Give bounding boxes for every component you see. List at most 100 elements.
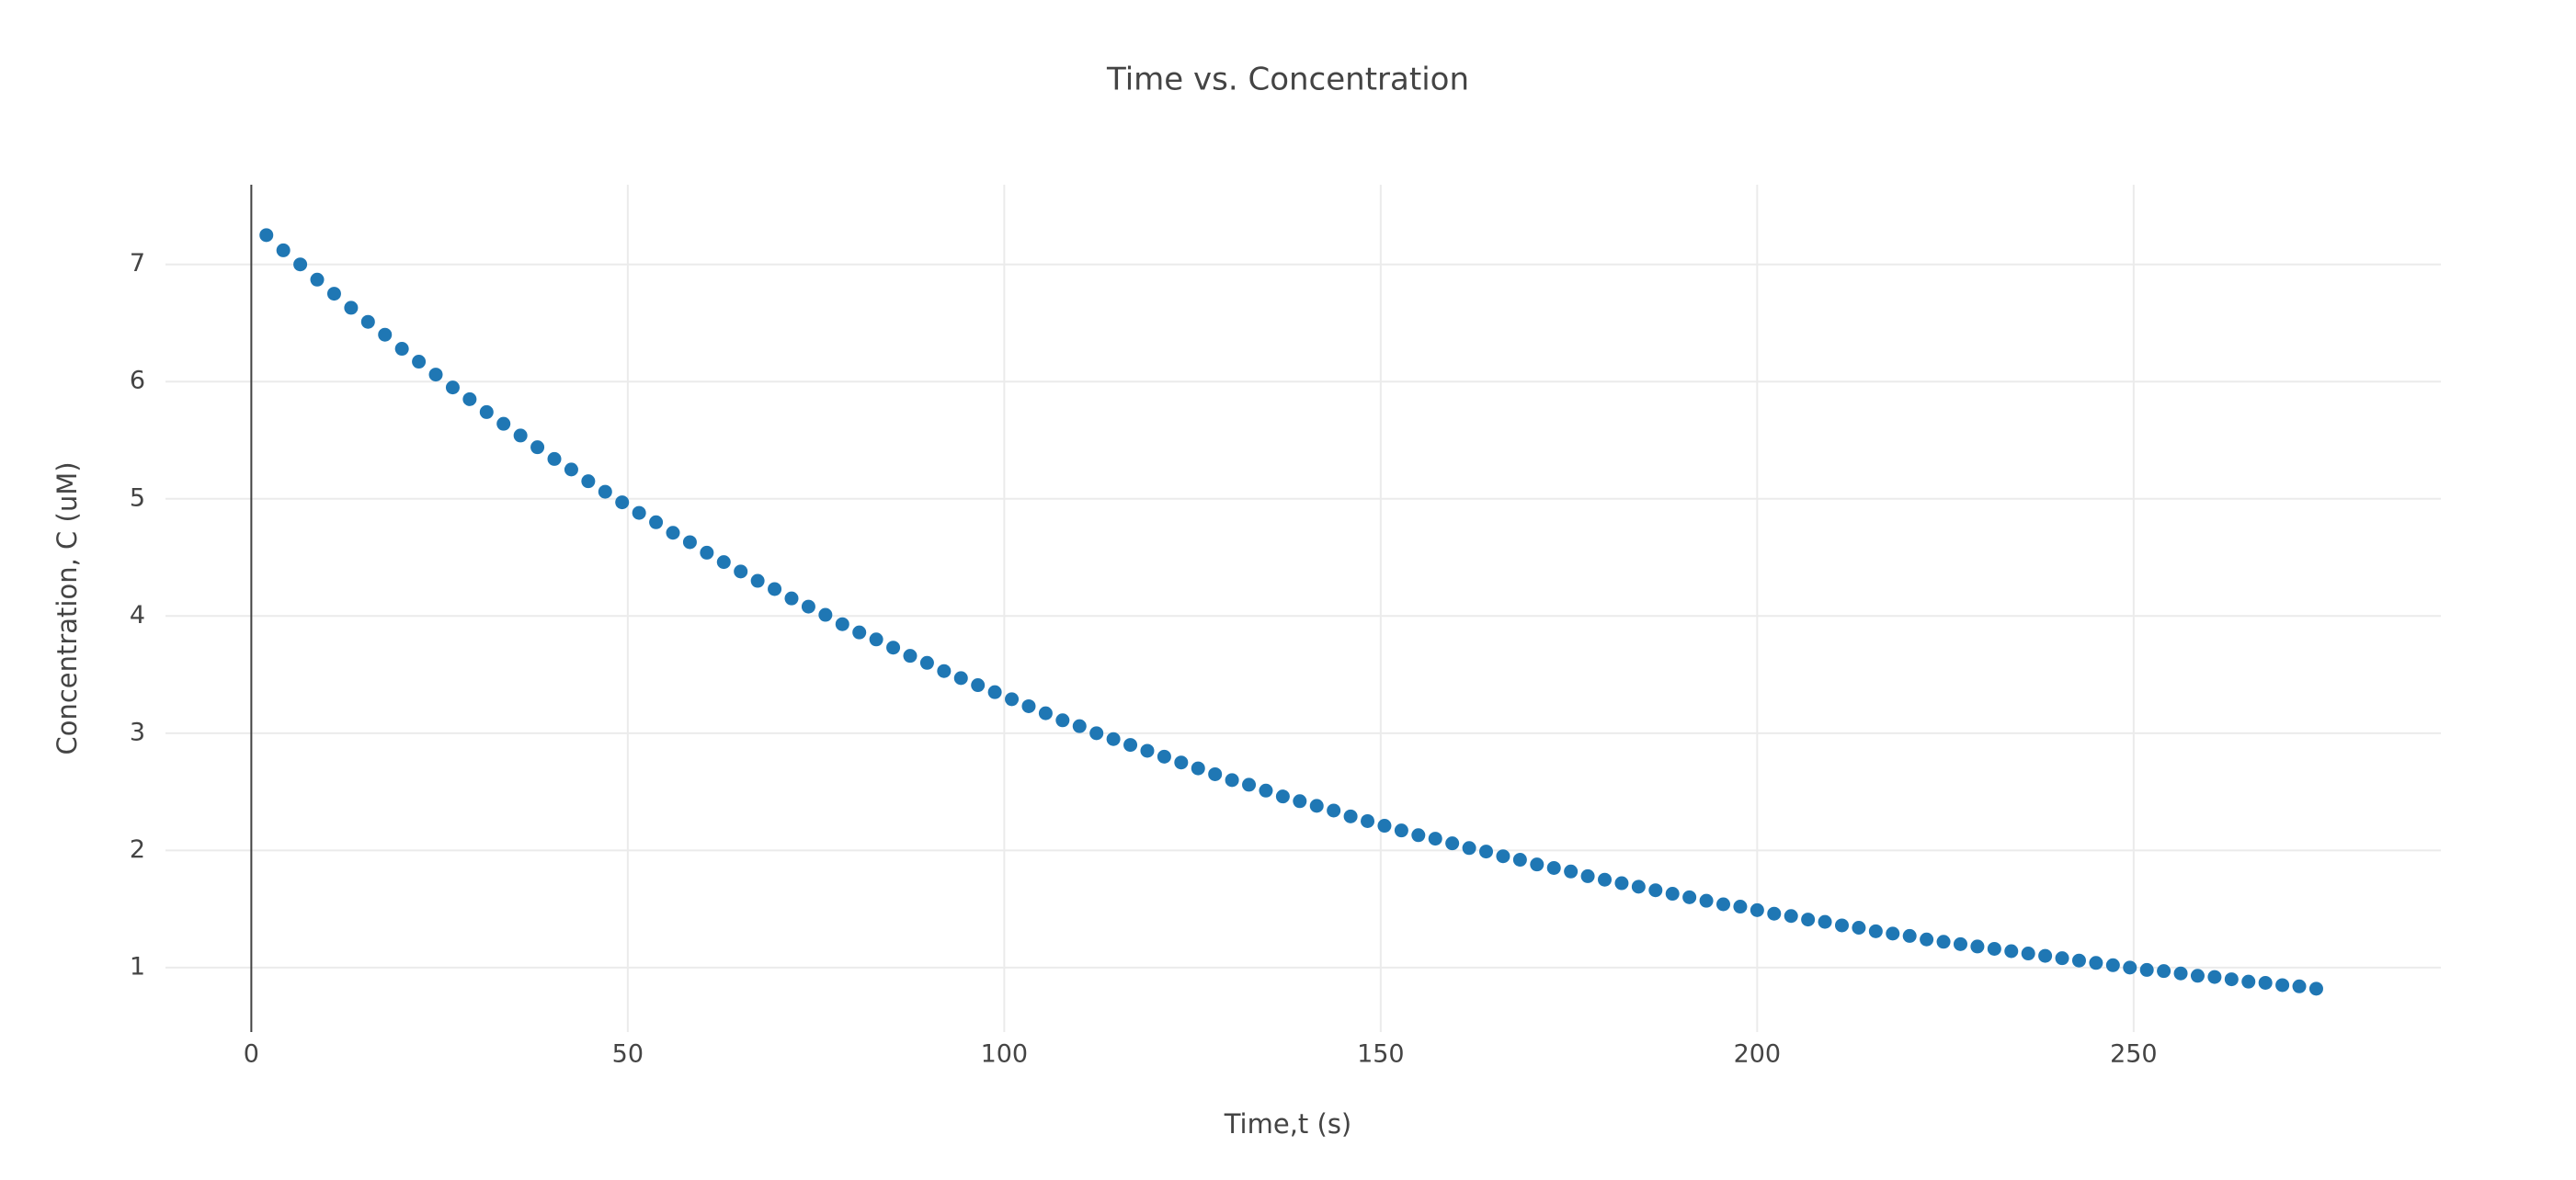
point: [1123, 738, 1138, 753]
x-tick-label: 200: [1734, 1040, 1782, 1069]
point: [2258, 975, 2273, 990]
point: [445, 380, 460, 395]
point: [1072, 719, 1087, 733]
point: [1715, 897, 1730, 912]
point: [1377, 819, 1392, 834]
point: [581, 474, 596, 489]
point: [801, 599, 815, 614]
point: [1174, 755, 1189, 770]
x-tick-label: 250: [2110, 1040, 2158, 1069]
point: [276, 243, 291, 257]
point: [1462, 841, 1476, 856]
point: [2157, 964, 2171, 979]
point: [1868, 924, 1883, 938]
point: [1648, 883, 1663, 898]
point: [1157, 749, 1171, 764]
point: [2089, 956, 2103, 970]
y-tick-label: 6: [130, 367, 145, 395]
point: [784, 591, 799, 606]
point: [615, 495, 630, 510]
point: [1191, 761, 1205, 776]
point: [750, 573, 765, 588]
x-tick-label: 50: [612, 1040, 644, 1069]
y-tick-label: 3: [130, 718, 145, 746]
point: [2173, 966, 2188, 981]
point: [1733, 900, 1748, 914]
point: [1852, 921, 1866, 936]
point: [1953, 936, 1967, 951]
point: [1886, 926, 1900, 941]
point: [2292, 979, 2307, 993]
point: [1818, 914, 1832, 929]
point: [1394, 823, 1408, 838]
point: [496, 416, 511, 431]
point: [1580, 868, 1595, 883]
point: [1920, 932, 1934, 947]
point: [360, 314, 375, 329]
y-tick-label: 2: [130, 835, 145, 864]
point: [1038, 706, 1053, 720]
point: [886, 641, 901, 655]
point: [2139, 962, 2154, 977]
x-axis-title: Time,t (s): [1224, 1108, 1352, 1140]
point: [513, 428, 528, 443]
point: [768, 582, 782, 596]
y-tick-label: 1: [130, 952, 145, 981]
point: [1699, 893, 1714, 908]
point: [869, 632, 883, 647]
point: [1275, 789, 1290, 804]
point: [937, 664, 952, 678]
point: [1902, 928, 1917, 943]
point: [2190, 969, 2205, 983]
point: [530, 440, 545, 455]
point: [953, 671, 968, 686]
point: [2123, 960, 2137, 975]
point: [1428, 832, 1442, 846]
point: [1614, 876, 1629, 891]
point: [394, 342, 409, 357]
point: [1512, 853, 1527, 868]
y-tick-label: 7: [130, 249, 145, 278]
point: [1631, 879, 1646, 894]
point: [412, 355, 427, 369]
point: [1784, 909, 1798, 924]
point: [987, 685, 1002, 699]
point: [344, 301, 359, 315]
y-tick-label: 5: [130, 483, 145, 512]
point: [378, 327, 393, 342]
point: [428, 368, 443, 382]
point: [1242, 777, 1257, 792]
y-tick-label: 4: [130, 601, 145, 630]
point: [1005, 692, 1020, 707]
point: [462, 391, 477, 406]
x-tick-label: 100: [981, 1040, 1029, 1069]
point: [632, 505, 646, 520]
point: [1750, 902, 1764, 917]
point: [1293, 794, 1307, 809]
chart-title: Time vs. Concentration: [1106, 62, 1469, 98]
point: [1564, 864, 1579, 879]
point: [2004, 944, 2019, 959]
point: [1767, 906, 1782, 921]
point: [919, 655, 934, 670]
point: [818, 607, 833, 622]
point: [1055, 713, 1070, 728]
point: [598, 484, 612, 499]
point: [2308, 981, 2323, 996]
point: [734, 564, 748, 579]
point: [1834, 918, 1849, 933]
point: [547, 451, 562, 466]
point: [1021, 698, 1036, 713]
point: [700, 545, 714, 560]
point: [1665, 887, 1680, 902]
point: [1309, 799, 1324, 813]
point: [1411, 828, 1426, 843]
point: [1801, 913, 1816, 927]
point: [1089, 726, 1104, 741]
point: [1546, 860, 1561, 875]
x-tick-label: 150: [1357, 1040, 1405, 1069]
point: [1343, 809, 1358, 823]
point: [682, 535, 697, 550]
point: [1496, 849, 1510, 864]
